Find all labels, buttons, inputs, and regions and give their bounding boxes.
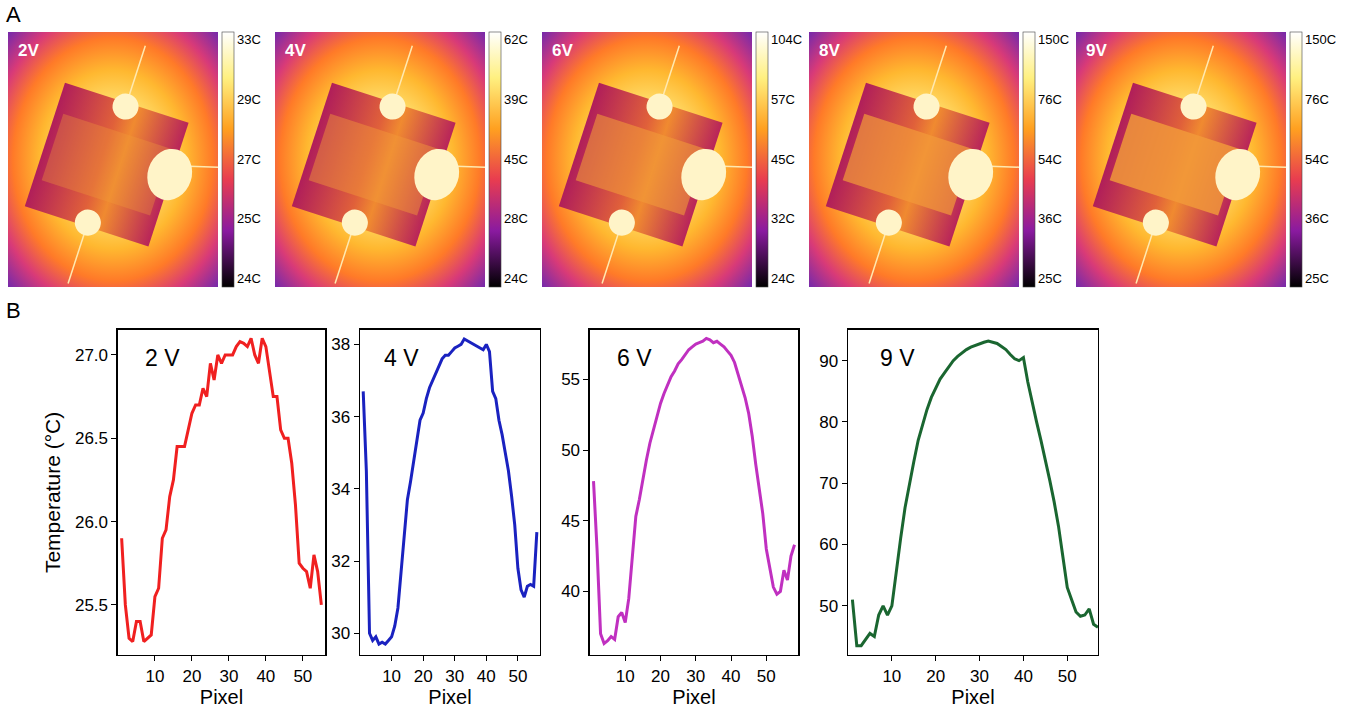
svg-text:36C: 36C [1038,211,1062,226]
svg-text:20: 20 [414,667,433,686]
svg-text:24C: 24C [771,271,795,286]
svg-text:27.0: 27.0 [75,346,108,365]
svg-text:30: 30 [331,624,350,643]
svg-text:50: 50 [293,667,312,686]
svg-text:Temperature (°C): Temperature (°C) [41,412,64,573]
svg-text:40: 40 [477,667,496,686]
svg-text:Pixel: Pixel [428,686,471,708]
svg-text:150C: 150C [1038,32,1069,47]
svg-text:25.5: 25.5 [75,596,108,615]
svg-text:Pixel: Pixel [672,686,715,708]
svg-text:10: 10 [145,667,164,686]
svg-text:150C: 150C [1305,32,1336,47]
svg-text:54C: 54C [1305,152,1329,167]
svg-text:2V: 2V [18,41,39,60]
svg-text:40: 40 [1014,667,1033,686]
svg-text:50: 50 [819,597,838,616]
svg-text:57C: 57C [771,92,795,107]
svg-text:36: 36 [331,408,350,427]
svg-text:45C: 45C [771,152,795,167]
svg-text:25C: 25C [237,211,261,226]
svg-text:36C: 36C [1305,211,1329,226]
svg-text:50: 50 [508,667,527,686]
svg-text:32: 32 [331,552,350,571]
svg-text:2 V: 2 V [145,345,180,371]
svg-text:9V: 9V [1086,41,1107,60]
svg-text:50: 50 [561,441,580,460]
svg-text:20: 20 [926,667,945,686]
svg-text:10: 10 [882,667,901,686]
svg-text:33C: 33C [237,32,261,47]
svg-text:27C: 27C [237,152,261,167]
svg-text:50: 50 [757,667,776,686]
svg-text:32C: 32C [771,211,795,226]
svg-text:39C: 39C [504,92,528,107]
svg-text:30: 30 [219,667,238,686]
svg-text:A: A [6,2,21,27]
svg-text:Pixel: Pixel [951,686,994,708]
svg-text:4V: 4V [285,41,306,60]
svg-text:38: 38 [331,335,350,354]
svg-text:55: 55 [561,370,580,389]
svg-text:6V: 6V [552,41,573,60]
svg-text:104C: 104C [771,32,802,47]
svg-text:29C: 29C [237,92,261,107]
svg-text:25C: 25C [1305,271,1329,286]
svg-text:70: 70 [819,474,838,493]
svg-text:62C: 62C [504,32,528,47]
svg-text:45: 45 [561,512,580,531]
svg-text:40: 40 [722,667,741,686]
svg-text:60: 60 [819,535,838,554]
svg-text:90: 90 [819,352,838,371]
svg-text:50: 50 [1058,667,1077,686]
svg-text:45C: 45C [504,152,528,167]
svg-text:20: 20 [651,667,670,686]
svg-text:9 V: 9 V [880,345,915,371]
svg-text:26.5: 26.5 [75,429,108,448]
svg-text:25C: 25C [1038,271,1062,286]
svg-text:Pixel: Pixel [200,686,243,708]
svg-text:24C: 24C [237,271,261,286]
svg-text:76C: 76C [1305,92,1329,107]
svg-text:30: 30 [686,667,705,686]
svg-text:24C: 24C [504,271,528,286]
svg-text:20: 20 [182,667,201,686]
svg-text:30: 30 [445,667,464,686]
svg-text:B: B [6,298,21,323]
svg-text:40: 40 [561,582,580,601]
svg-text:76C: 76C [1038,92,1062,107]
svg-text:30: 30 [970,667,989,686]
svg-text:80: 80 [819,413,838,432]
svg-text:8V: 8V [819,41,840,60]
svg-text:40: 40 [256,667,275,686]
svg-text:26.0: 26.0 [75,513,108,532]
svg-text:34: 34 [331,480,350,499]
svg-text:10: 10 [616,667,635,686]
svg-text:28C: 28C [504,211,528,226]
svg-text:10: 10 [382,667,401,686]
svg-text:54C: 54C [1038,152,1062,167]
svg-text:6 V: 6 V [617,345,652,371]
svg-text:4 V: 4 V [384,345,419,371]
